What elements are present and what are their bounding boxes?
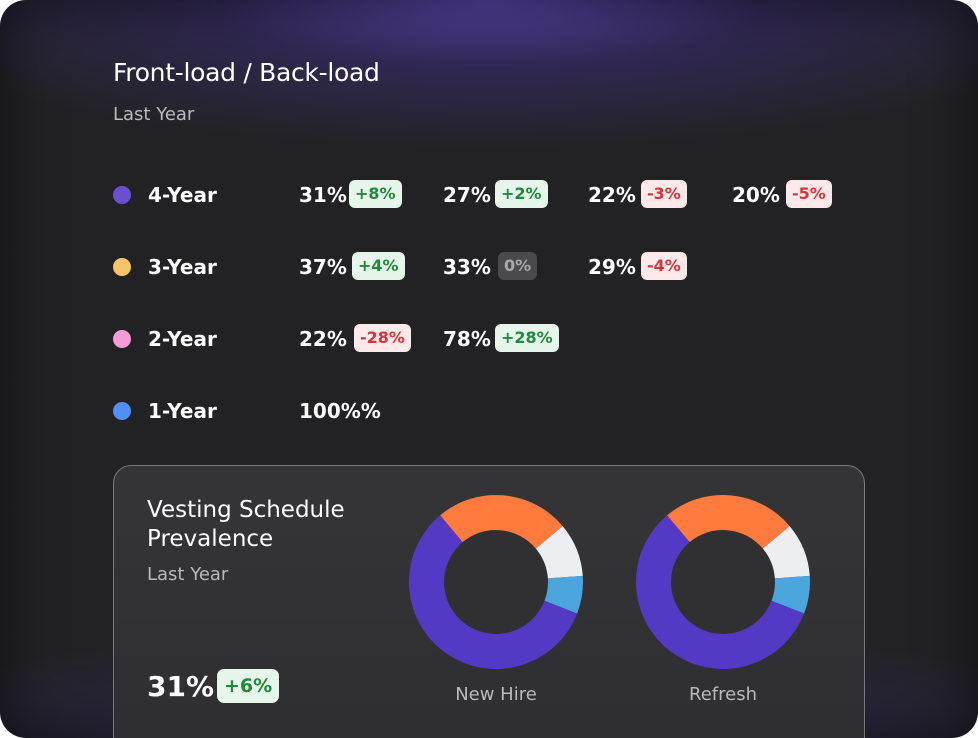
panel-title: Vesting Schedule Prevalence (147, 497, 345, 552)
legend-dot (113, 186, 131, 204)
legend-dot (113, 258, 131, 276)
cell-percent: 78% (443, 327, 491, 351)
donut-segment (636, 515, 805, 669)
cell-percent: 22% (299, 327, 347, 351)
card-subtitle: Last Year (113, 104, 195, 125)
new-hire-label: New Hire (455, 684, 537, 705)
panel-subtitle: Last Year (147, 564, 229, 585)
cell-percent: 29% (588, 255, 636, 279)
change-badge: 0% (498, 252, 538, 280)
cell-percent: 100%% (299, 399, 381, 423)
cell-percent: 31% (299, 183, 347, 207)
new-hire-donut (408, 495, 583, 669)
cell-percent: 33% (443, 255, 491, 279)
change-badge: +8% (349, 180, 402, 208)
donut-hole (671, 530, 775, 634)
row-0: 4-Year 31% +8% 27% +2% 22% -3% 20% -5% (113, 180, 913, 210)
donut-segment (535, 526, 583, 579)
cell-percent: 22% (588, 183, 636, 207)
donut-segment (544, 575, 583, 614)
row-3: 1-Year 100%% (113, 396, 913, 426)
legend-dot (113, 330, 131, 348)
row-label: 4-Year (148, 183, 217, 207)
donut-segment (667, 495, 790, 549)
refresh-label: Refresh (689, 684, 757, 705)
donut-segment (771, 575, 810, 614)
prevalence-panel: Vesting Schedule Prevalence Last Year 31… (113, 465, 865, 738)
panel-value: 31% (147, 670, 215, 703)
row-2: 2-Year 22% -28% 78% +28% (113, 324, 913, 354)
cell-percent: 37% (299, 255, 347, 279)
row-label: 3-Year (148, 255, 217, 279)
donut-hole (444, 530, 548, 634)
row-1: 3-Year 37% +4% 33% 0% 29% -4% (113, 252, 913, 282)
row-label: 2-Year (148, 327, 217, 351)
panel-change-badge: +6% (217, 669, 280, 703)
refresh-donut (636, 495, 810, 669)
change-badge: +2% (495, 180, 548, 208)
card-title: Front-load / Back-load (113, 58, 380, 87)
donut-segment (762, 526, 810, 579)
change-badge: -28% (354, 324, 411, 352)
change-badge: -5% (786, 180, 832, 208)
change-badge: +28% (495, 324, 559, 352)
cell-percent: 20% (732, 183, 780, 207)
change-badge: +4% (352, 252, 405, 280)
donut-segment (408, 515, 578, 669)
cell-percent: 27% (443, 183, 491, 207)
change-badge: -4% (641, 252, 687, 280)
row-label: 1-Year (148, 399, 217, 423)
legend-dot (113, 402, 131, 420)
change-badge: -3% (641, 180, 687, 208)
donut-segment (440, 495, 563, 549)
